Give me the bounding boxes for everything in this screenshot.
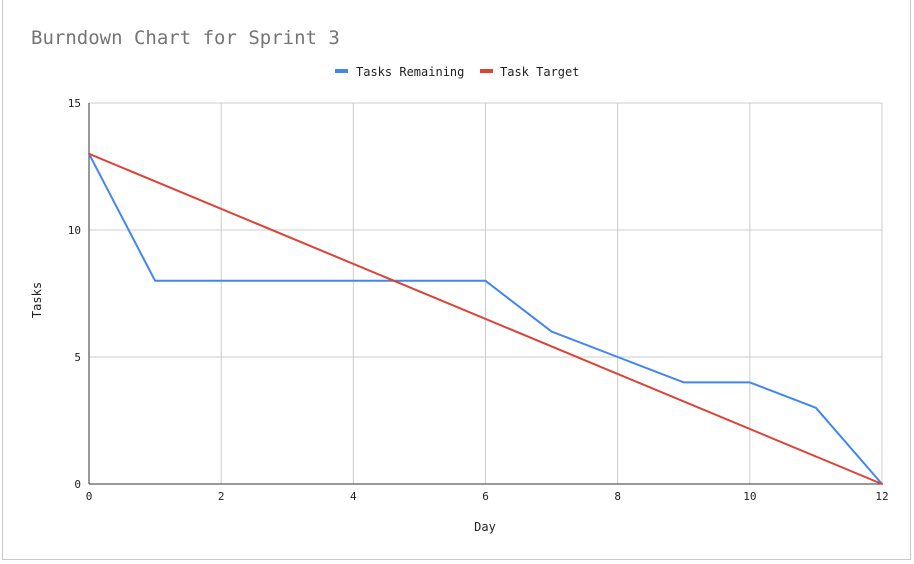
legend-label-tasks-remaining: Tasks Remaining [356, 65, 464, 79]
y-axis-label: Tasks [30, 282, 44, 318]
x-tick-label: 2 [218, 490, 225, 503]
y-tick-label: 15 [68, 97, 81, 110]
x-tick-label: 0 [86, 490, 93, 503]
legend-swatch-tasks-remaining [335, 69, 348, 73]
x-tick-label: 4 [350, 490, 357, 503]
x-tick-label: 12 [875, 490, 888, 503]
legend-swatch-task-target [480, 69, 493, 73]
legend-label-task-target: Task Target [500, 65, 579, 79]
axes [88, 103, 882, 485]
x-tick-label: 6 [482, 490, 489, 503]
series-line-task-target [88, 152, 883, 485]
x-tick-label: 10 [743, 490, 756, 503]
y-tick-label: 10 [68, 224, 81, 237]
x-tick-labels: 0 2 4 6 8 10 12 [86, 490, 889, 503]
series-line-tasks-remaining [88, 152, 883, 485]
y-tick-label: 0 [74, 478, 81, 491]
x-tick-label: 8 [614, 490, 621, 503]
gridlines [88, 102, 883, 485]
series-lines [88, 152, 883, 485]
y-tick-labels: 0 5 10 15 [68, 97, 81, 491]
chart-title: Burndown Chart for Sprint 3 [31, 27, 340, 49]
x-axis-label: Day [474, 520, 496, 534]
y-tick-label: 5 [74, 351, 81, 364]
legend: Tasks Remaining Task Target [335, 65, 579, 79]
